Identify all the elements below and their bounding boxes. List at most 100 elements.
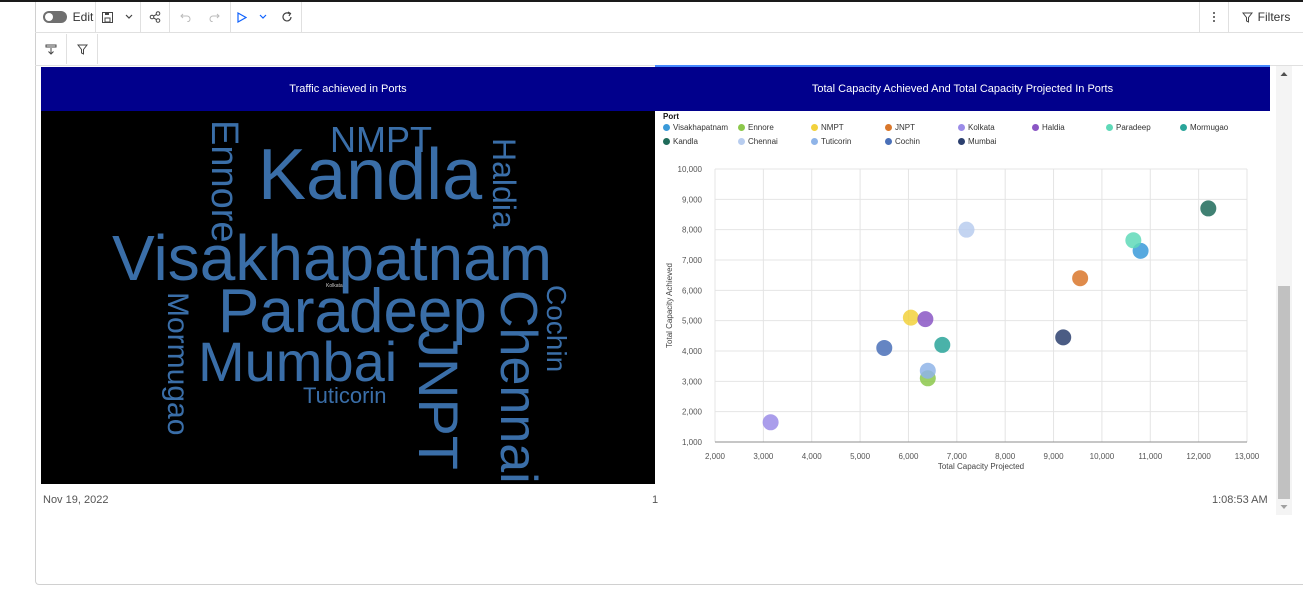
legend-item[interactable]: Mumbai [958, 137, 996, 146]
legend-item[interactable]: Ennore [738, 123, 774, 132]
y-tick-label: 1,000 [682, 438, 703, 447]
y-tick-label: 8,000 [682, 226, 703, 235]
x-axis-label: Total Capacity Projected [938, 462, 1024, 471]
data-point[interactable] [876, 339, 893, 356]
x-tick-label: 4,000 [802, 452, 823, 461]
footer-page-number: 1 [652, 494, 659, 506]
top-border [0, 0, 1303, 2]
local-filter-button[interactable] [67, 34, 97, 64]
chevron-down-icon [125, 14, 133, 19]
x-tick-label: 2,000 [705, 452, 726, 461]
scroll-down-arrow-icon[interactable] [1276, 501, 1292, 513]
y-tick-label: 2,000 [682, 408, 703, 417]
save-menu-button[interactable] [118, 2, 140, 32]
drill-down-icon [45, 44, 56, 55]
refresh-button[interactable] [273, 2, 301, 32]
scatter-plot[interactable]: 2,000 3,000 4,000 5,000 6,000 7,000 8,000 9,000… [655, 111, 1270, 484]
legend-swatch [958, 138, 965, 145]
x-tick-label: 9,000 [1044, 452, 1065, 461]
legend-item[interactable]: Cochin [885, 137, 920, 146]
x-tick-label: 5,000 [850, 452, 871, 461]
y-tick-label: 5,000 [682, 317, 703, 326]
x-tick-label: 7,000 [947, 452, 968, 461]
legend-label: Kolkata [968, 123, 995, 132]
data-point[interactable] [919, 362, 936, 379]
word-cloud-word[interactable]: Kandla [258, 135, 483, 215]
save-button[interactable] [96, 2, 118, 32]
main-toolbar: Edit Filters [35, 2, 1303, 33]
legend-item[interactable]: Kandla [663, 137, 698, 146]
scroll-up-arrow-icon[interactable] [1276, 68, 1292, 80]
run-button[interactable] [231, 2, 253, 32]
legend-item[interactable]: JNPT [885, 123, 915, 132]
share-button[interactable] [141, 2, 169, 32]
x-tick-label: 10,000 [1090, 452, 1115, 461]
legend-item[interactable]: Tuticorin [811, 137, 851, 146]
legend-label: Mormugao [1190, 123, 1229, 132]
play-icon [237, 11, 247, 23]
separator [301, 2, 302, 32]
redo-icon [209, 13, 220, 22]
legend-item[interactable]: NMPT [811, 123, 844, 132]
toggle-switch[interactable] [42, 11, 67, 23]
data-point[interactable] [958, 221, 975, 238]
x-tick-label: 3,000 [753, 452, 774, 461]
legend-item[interactable]: Haldia [1032, 123, 1065, 132]
data-point[interactable] [1055, 329, 1072, 346]
word-cloud[interactable]: Visakhapatnam Kandla Paradeep Mumbai NMPT Tut… [41, 111, 655, 484]
word-cloud-word[interactable]: JNPT [407, 330, 470, 470]
legend-item[interactable]: Kolkata [958, 123, 995, 132]
word-cloud-word[interactable]: Cochin [541, 285, 572, 373]
share-icon [149, 11, 161, 23]
legend-item[interactable]: Visakhapatnam [663, 123, 728, 132]
capacity-panel-header[interactable]: Total Capacity Achieved And Total Capaci… [655, 67, 1270, 111]
filters-button[interactable]: Filters [1229, 2, 1303, 32]
data-point[interactable] [1200, 200, 1217, 217]
data-point[interactable] [917, 311, 934, 328]
run-menu-button[interactable] [253, 2, 273, 32]
word-cloud-word[interactable]: Chennai [489, 290, 547, 484]
vertical-scrollbar[interactable] [1276, 66, 1292, 515]
legend-swatch [1180, 124, 1187, 131]
legend-item[interactable]: Paradeep [1106, 123, 1151, 132]
data-point[interactable] [902, 309, 919, 326]
data-point[interactable] [934, 336, 951, 353]
legend-swatch [738, 124, 745, 131]
word-cloud-word[interactable]: Tuticorin [303, 383, 387, 408]
sub-toolbar [35, 33, 1303, 66]
word-cloud-word[interactable]: Paradeep [218, 277, 487, 346]
y-tick-label: 6,000 [682, 286, 703, 295]
y-tick-label: 7,000 [682, 256, 703, 265]
edit-toggle[interactable]: Edit [35, 2, 95, 32]
more-options-button[interactable] [1200, 2, 1228, 32]
legend-swatch [663, 124, 670, 131]
drill-button[interactable] [35, 34, 66, 64]
separator [97, 34, 98, 64]
word-cloud-word[interactable]: Ennore [203, 120, 245, 243]
overflow-menu-icon [1213, 12, 1215, 22]
redo-button[interactable] [200, 2, 230, 32]
data-point[interactable] [762, 414, 779, 431]
word-cloud-word[interactable]: NMPT [330, 119, 432, 160]
word-cloud-word[interactable]: Haldia [486, 138, 522, 229]
word-cloud-word[interactable]: Mumbai [198, 330, 398, 393]
report-frame [35, 2, 1303, 585]
legend-swatch [738, 138, 745, 145]
legend-item[interactable]: Mormugao [1180, 123, 1228, 132]
legend-item[interactable]: Chennai [738, 137, 778, 146]
y-tick-label: 3,000 [682, 377, 703, 386]
legend-label: Mumbai [968, 137, 997, 146]
x-tick-label: 12,000 [1186, 452, 1211, 461]
scatter-plot-panel[interactable]: 2,000 3,000 4,000 5,000 6,000 7,000 8,000 9,000… [655, 111, 1270, 484]
legend-label: Ennore [748, 123, 774, 132]
word-cloud-word[interactable]: Kolkata [326, 282, 343, 289]
y-tick-label: 4,000 [682, 347, 703, 356]
word-cloud-word[interactable]: Visakhapatnam [112, 222, 552, 294]
undo-button[interactable] [170, 2, 200, 32]
traffic-panel-header[interactable]: Traffic achieved in Ports [41, 67, 655, 111]
word-cloud-word[interactable]: Mormugao [161, 292, 194, 436]
data-point[interactable] [1072, 270, 1089, 287]
data-point[interactable] [1125, 232, 1142, 249]
legend-swatch [885, 138, 892, 145]
scroll-thumb[interactable] [1278, 286, 1290, 499]
